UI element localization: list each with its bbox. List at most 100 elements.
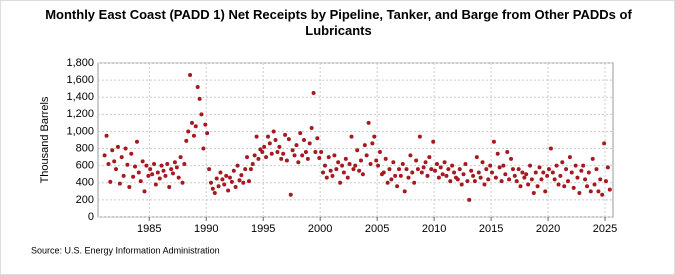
point <box>239 173 244 178</box>
point <box>209 180 214 185</box>
point <box>144 163 149 168</box>
point <box>484 167 489 172</box>
point <box>338 180 343 185</box>
point <box>546 167 551 172</box>
point <box>224 173 229 178</box>
point <box>539 177 544 182</box>
point <box>567 155 572 160</box>
point <box>455 177 460 182</box>
point <box>516 167 521 172</box>
source: Source: U.S. Energy Information Administ… <box>31 245 220 255</box>
point <box>184 138 189 143</box>
point <box>414 158 419 163</box>
point <box>507 177 512 182</box>
point <box>110 148 115 153</box>
point <box>205 131 210 136</box>
point <box>419 170 424 175</box>
y-tick-label: 0 <box>88 211 94 223</box>
point <box>146 173 151 178</box>
point <box>161 168 166 173</box>
point <box>433 168 438 173</box>
point <box>262 144 267 149</box>
point <box>526 182 531 187</box>
point <box>438 165 443 170</box>
point <box>172 160 177 165</box>
point <box>178 155 183 160</box>
point <box>180 180 185 185</box>
point <box>501 163 506 168</box>
point <box>283 132 288 137</box>
x-tick-label: 2000 <box>308 223 332 235</box>
point <box>381 170 386 175</box>
point <box>227 175 232 180</box>
point <box>603 179 608 184</box>
point <box>121 173 126 178</box>
point <box>471 173 476 178</box>
point <box>548 146 553 151</box>
point <box>197 96 202 101</box>
point <box>602 141 607 146</box>
point <box>569 170 574 175</box>
point <box>522 175 527 180</box>
point <box>176 175 181 180</box>
x-tick-label: 1995 <box>251 223 275 235</box>
point <box>332 153 337 158</box>
point <box>556 182 561 187</box>
point <box>345 175 350 180</box>
point <box>376 163 381 168</box>
y-tick-label: 1,000 <box>66 125 94 137</box>
point <box>134 139 139 144</box>
point <box>150 172 155 177</box>
point <box>222 182 227 187</box>
point <box>509 156 514 161</box>
point <box>431 139 436 144</box>
point <box>558 173 563 178</box>
point <box>267 141 272 146</box>
point <box>383 156 388 161</box>
point <box>148 167 153 172</box>
point <box>412 180 417 185</box>
point <box>450 163 455 168</box>
point <box>355 148 360 153</box>
y-tick-label: 1,400 <box>66 91 94 103</box>
point <box>309 126 314 131</box>
point <box>138 179 143 184</box>
point <box>214 176 219 181</box>
point <box>112 159 117 164</box>
point <box>188 72 193 77</box>
point <box>391 160 396 165</box>
point <box>245 155 250 160</box>
y-tick-label: 1,600 <box>66 74 94 86</box>
point <box>537 165 542 170</box>
point <box>459 182 464 187</box>
point <box>528 163 533 168</box>
point <box>241 180 246 185</box>
point <box>514 179 519 184</box>
point <box>463 161 468 166</box>
point <box>281 151 286 156</box>
point <box>133 164 138 169</box>
point <box>469 168 474 173</box>
point <box>372 134 377 139</box>
point <box>235 163 240 168</box>
x-tick-label: 1985 <box>137 223 161 235</box>
point <box>264 155 269 160</box>
point <box>370 141 375 146</box>
point <box>292 153 297 158</box>
point <box>489 170 494 175</box>
point <box>237 178 242 183</box>
point <box>529 177 534 182</box>
chart-title: Monthly East Coast (PADD 1) Net Receipts… <box>45 7 632 38</box>
point <box>189 120 194 125</box>
y-tick-label: 1,800 <box>66 57 94 69</box>
point <box>408 153 413 158</box>
point <box>531 191 536 196</box>
point <box>193 124 198 129</box>
point <box>398 173 403 178</box>
point <box>360 172 365 177</box>
y-tick-label: 400 <box>76 177 94 189</box>
point <box>317 155 322 160</box>
point <box>341 170 346 175</box>
point <box>336 160 341 165</box>
point <box>457 167 462 172</box>
